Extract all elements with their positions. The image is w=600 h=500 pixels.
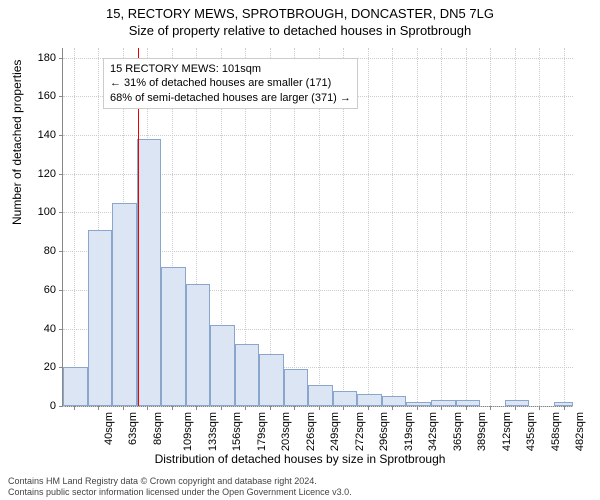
chart-subtitle: Size of property relative to detached ho…	[0, 21, 600, 38]
y-tick-label: 20	[16, 361, 56, 373]
histogram-bar	[357, 394, 382, 406]
y-tick-label: 40	[16, 323, 56, 335]
footer-line1: Contains HM Land Registry data © Crown c…	[8, 476, 352, 487]
x-tick-label: 482sqm	[574, 412, 586, 451]
footer-line2: Contains public sector information licen…	[8, 487, 352, 498]
histogram-bar	[235, 344, 260, 406]
x-tick-label: 156sqm	[231, 412, 243, 451]
histogram-bar	[333, 391, 358, 406]
histogram-bar	[259, 354, 284, 406]
histogram-bar	[161, 267, 186, 406]
x-tick-label: 63sqm	[127, 412, 139, 445]
x-tick-label: 435sqm	[525, 412, 537, 451]
annotation-line3: 68% of semi-detached houses are larger (…	[110, 91, 351, 105]
x-tick-label: 226sqm	[305, 412, 317, 451]
x-tick-label: 296sqm	[378, 412, 390, 451]
chart-title-address: 15, RECTORY MEWS, SPROTBROUGH, DONCASTER…	[0, 0, 600, 21]
histogram-bar	[63, 367, 88, 406]
y-tick-label: 100	[16, 206, 56, 218]
x-tick-label: 412sqm	[501, 412, 513, 451]
x-tick-label: 179sqm	[256, 412, 268, 451]
x-tick-label: 133sqm	[207, 412, 219, 451]
histogram-bar	[210, 325, 235, 406]
histogram-bar	[112, 203, 137, 406]
x-tick-label: 249sqm	[329, 412, 341, 451]
histogram-bar	[382, 396, 407, 406]
histogram-bar	[406, 402, 431, 406]
x-axis-label: Distribution of detached houses by size …	[0, 452, 600, 466]
y-tick-label: 160	[16, 90, 56, 102]
annotation-box: 15 RECTORY MEWS: 101sqm← 31% of detached…	[103, 58, 358, 109]
y-axis-label: Number of detached properties	[10, 60, 24, 225]
x-tick-label: 319sqm	[403, 412, 415, 451]
x-tick-label: 203sqm	[280, 412, 292, 451]
x-tick-label: 389sqm	[476, 412, 488, 451]
y-tick-label: 140	[16, 129, 56, 141]
x-tick-label: 86sqm	[152, 412, 164, 445]
annotation-line1: 15 RECTORY MEWS: 101sqm	[110, 62, 351, 76]
y-tick-label: 180	[16, 52, 56, 64]
x-tick-label: 365sqm	[452, 412, 464, 451]
annotation-line2: ← 31% of detached houses are smaller (17…	[110, 76, 351, 90]
y-tick-label: 60	[16, 284, 56, 296]
x-tick-label: 458sqm	[550, 412, 562, 451]
y-tick-label: 80	[16, 245, 56, 257]
y-tick-label: 0	[16, 400, 56, 412]
histogram-bar	[88, 230, 113, 406]
x-tick-label: 342sqm	[427, 412, 439, 451]
histogram-bar	[505, 400, 530, 406]
histogram-bar	[186, 284, 211, 406]
histogram-bar	[137, 139, 162, 406]
x-tick-label: 272sqm	[354, 412, 366, 451]
y-tick-label: 120	[16, 168, 56, 180]
histogram-bar	[456, 400, 481, 406]
histogram-bar	[308, 385, 333, 406]
histogram-plot-area: 15 RECTORY MEWS: 101sqm← 31% of detached…	[62, 48, 573, 407]
x-tick-label: 109sqm	[182, 412, 194, 451]
histogram-bar	[284, 369, 309, 406]
histogram-bar	[554, 402, 573, 406]
x-tick-label: 40sqm	[103, 412, 115, 445]
attribution-footer: Contains HM Land Registry data © Crown c…	[8, 476, 352, 498]
histogram-bar	[431, 400, 456, 406]
